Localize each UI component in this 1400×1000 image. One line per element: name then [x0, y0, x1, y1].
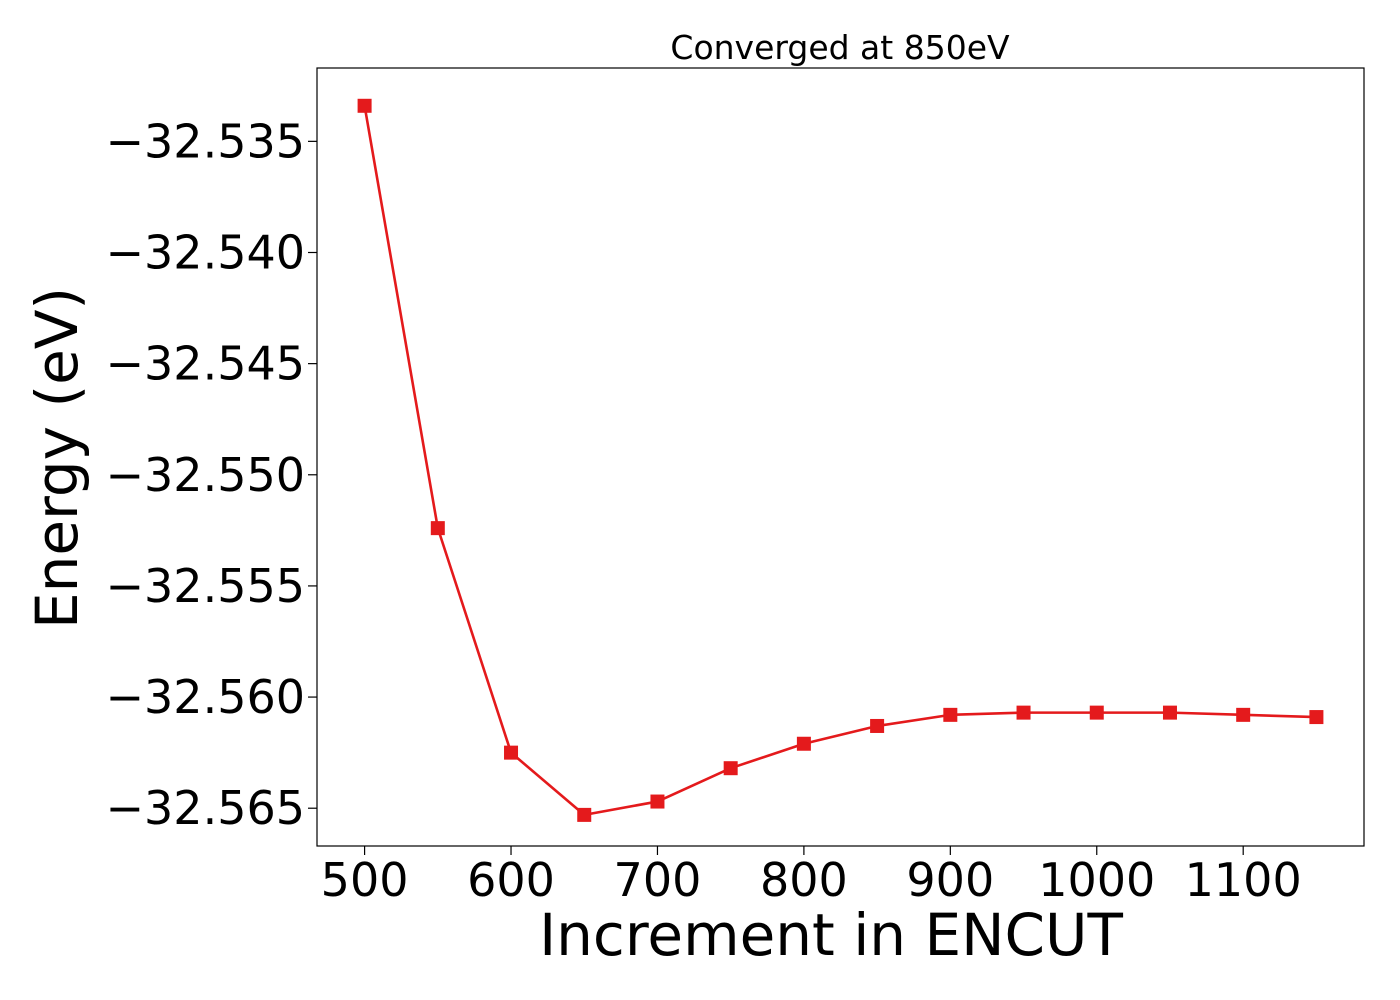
y-tick-label: −32.555	[106, 559, 306, 613]
x-tick-label: 1100	[1185, 853, 1302, 907]
y-tick-label: −32.545	[106, 337, 306, 391]
series-line	[363, 105, 1317, 817]
data-point-marker	[1162, 705, 1177, 720]
data-point-marker	[943, 707, 958, 722]
x-axis-title: Increment in ENCUT	[539, 901, 1123, 969]
y-tick-label: −32.560	[106, 670, 306, 724]
y-axis: −32.535 −32.540 −32.545 −32.550 −32.555 −32.5…	[106, 114, 317, 835]
x-axis: 500 600 700 800 900 1000 1100	[321, 846, 1302, 907]
x-tick-label: 1000	[1038, 853, 1155, 907]
plot-area	[357, 98, 1324, 822]
y-tick-label: −32.550	[106, 448, 306, 502]
x-tick-label: 900	[906, 853, 994, 907]
data-point-marker	[357, 98, 372, 113]
y-tick-label: −32.535	[106, 114, 306, 168]
data-point-marker	[1089, 705, 1104, 720]
x-tick-label: 500	[321, 853, 409, 907]
y-tick-label: −32.565	[106, 781, 306, 835]
data-point-marker	[870, 718, 885, 733]
plot-frame	[316, 67, 1365, 847]
data-point-marker	[504, 745, 519, 760]
data-point-marker	[650, 794, 665, 809]
chart-title: Converged at 850eV	[670, 28, 1010, 67]
data-point-marker	[796, 736, 811, 751]
y-axis-title: Energy (eV)	[23, 287, 91, 629]
data-point-marker	[577, 807, 592, 822]
data-point-marker	[1236, 707, 1251, 722]
y-tick-label: −32.540	[106, 225, 306, 279]
x-tick-label: 600	[467, 853, 555, 907]
x-tick-label: 700	[614, 853, 702, 907]
data-point-marker	[723, 761, 738, 776]
data-point-marker	[1016, 705, 1031, 720]
data-point-marker	[430, 521, 445, 536]
data-point-marker	[1309, 710, 1324, 725]
x-tick-label: 800	[760, 853, 848, 907]
